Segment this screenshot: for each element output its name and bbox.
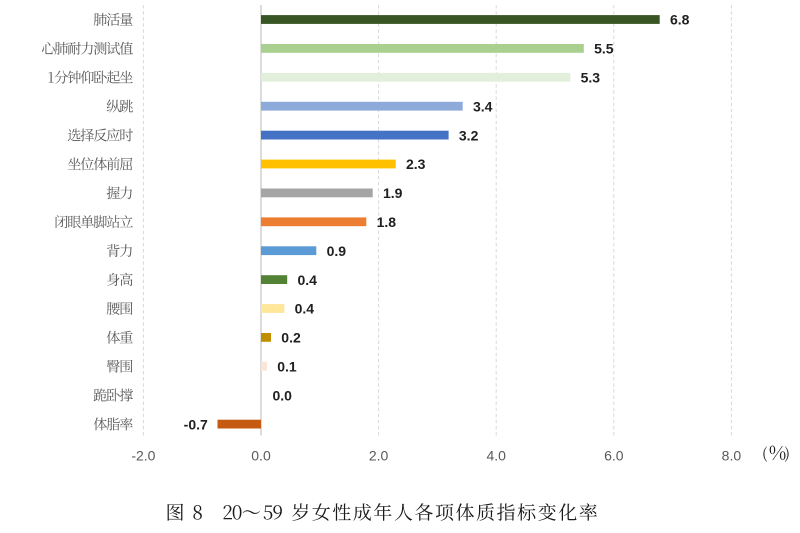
svg-text:2.3: 2.3 <box>406 156 426 172</box>
svg-text:0.0: 0.0 <box>251 448 271 464</box>
svg-text:0.4: 0.4 <box>298 272 318 288</box>
svg-text:3.2: 3.2 <box>459 127 479 143</box>
svg-text:-2.0: -2.0 <box>131 448 155 464</box>
svg-text:6.8: 6.8 <box>670 12 690 28</box>
svg-text:0.2: 0.2 <box>281 330 301 346</box>
svg-text:0.4: 0.4 <box>295 301 315 317</box>
svg-text:5.5: 5.5 <box>594 41 614 57</box>
svg-text:2.0: 2.0 <box>369 448 389 464</box>
svg-text:3.4: 3.4 <box>473 98 493 114</box>
svg-text:0.1: 0.1 <box>277 359 297 375</box>
svg-text:6.0: 6.0 <box>604 448 624 464</box>
svg-text:4.0: 4.0 <box>486 448 506 464</box>
svg-text:0.9: 0.9 <box>327 243 347 259</box>
svg-text:0.0: 0.0 <box>273 387 293 403</box>
svg-text:1.9: 1.9 <box>383 185 403 201</box>
svg-text:5.3: 5.3 <box>581 70 601 86</box>
svg-text:-0.7: -0.7 <box>184 416 208 432</box>
svg-text:8.0: 8.0 <box>722 448 742 464</box>
svg-text:1.8: 1.8 <box>377 214 397 230</box>
